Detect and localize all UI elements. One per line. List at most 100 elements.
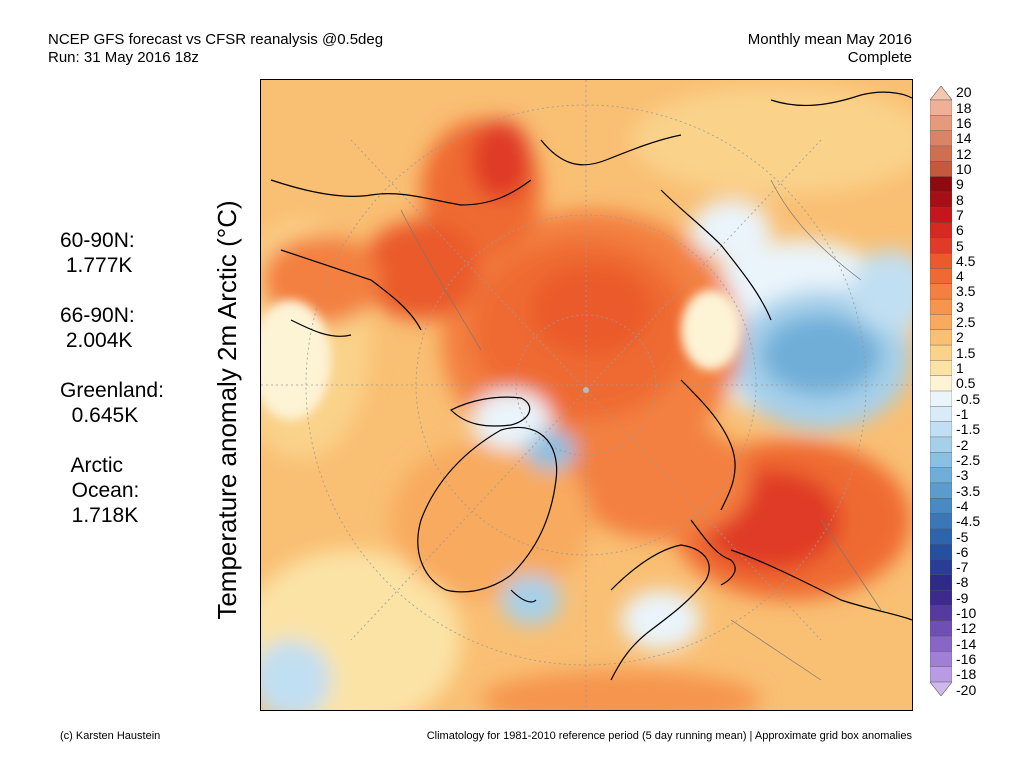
credit: (c) Karsten Haustein xyxy=(60,730,161,742)
colorbar-swatch xyxy=(930,344,952,361)
colorbar-label: 8 xyxy=(956,191,964,208)
colorbar-label: -20 xyxy=(956,681,977,698)
colorbar-label: 1.5 xyxy=(956,344,976,361)
colorbar-label: 0.5 xyxy=(956,375,976,392)
colorbar-label: -4.5 xyxy=(956,513,981,530)
colorbar-swatch xyxy=(930,482,952,499)
colorbar-swatch xyxy=(930,436,952,453)
colorbar-swatch xyxy=(930,360,952,377)
colorbar-label: -3.5 xyxy=(956,482,981,499)
colorbar-swatch xyxy=(930,222,952,239)
colorbar-swatch xyxy=(930,406,952,423)
colorbar-label: 4.5 xyxy=(956,252,976,269)
colorbar-swatch xyxy=(930,375,952,392)
colorbar-swatch xyxy=(930,589,952,606)
colorbar-label: -6 xyxy=(956,543,969,560)
colorbar-swatch xyxy=(930,268,952,285)
colorbar-swatch xyxy=(930,452,952,469)
colorbar-label: 7 xyxy=(956,206,964,223)
colorbar-swatch xyxy=(930,559,952,576)
stat-greenland: Greenland: 0.645K xyxy=(60,379,164,427)
colorbar-swatch xyxy=(930,605,952,622)
colorbar-label: 6 xyxy=(956,222,964,239)
colorbar-swatch xyxy=(930,207,952,224)
colorbar-swatch xyxy=(930,283,952,300)
header-right: Monthly mean May 2016 Complete xyxy=(748,31,912,67)
colorbar-swatch xyxy=(930,421,952,438)
colorbar-swatch xyxy=(930,666,952,683)
colorbar-label: -14 xyxy=(956,635,977,652)
colorbar-swatch xyxy=(930,651,952,668)
colorbar-label: -5 xyxy=(956,528,969,545)
coastlines xyxy=(270,91,912,681)
colorbar-label: -1 xyxy=(956,405,969,422)
colorbar-swatch xyxy=(930,191,952,208)
colorbar-label: 9 xyxy=(956,176,964,193)
colorbar-label: 2 xyxy=(956,329,964,346)
colorbar-swatch xyxy=(930,314,952,331)
colorbar-swatch xyxy=(930,513,952,530)
colorbar-label: -3 xyxy=(956,467,969,484)
colorbar-label: 3.5 xyxy=(956,283,976,300)
colorbar-swatch xyxy=(930,161,952,178)
colorbar-label: -1.5 xyxy=(956,421,981,438)
header-left: NCEP GFS forecast vs CFSR reanalysis @0.… xyxy=(48,31,383,67)
colorbar-label: -12 xyxy=(956,620,977,637)
colorbar-swatch xyxy=(930,115,952,132)
colorbar-label: 14 xyxy=(956,130,972,147)
stat-60-90n: 60-90N: 1.777K xyxy=(60,229,135,277)
colorbar-label: -10 xyxy=(956,605,977,622)
colorbar-swatch xyxy=(930,237,952,254)
colorbar-label: -2 xyxy=(956,436,969,453)
colorbar-swatch xyxy=(930,620,952,637)
colorbar-label: 5 xyxy=(956,237,964,254)
colorbar-swatch xyxy=(930,528,952,545)
stat-66-90n: 66-90N: 2.004K xyxy=(60,304,135,352)
colorbar-label: 12 xyxy=(956,145,972,162)
stat-arctic-ocean: Arctic Ocean: 1.718K xyxy=(60,454,140,527)
colorbar-swatch xyxy=(930,467,952,484)
colorbar-label: 2.5 xyxy=(956,314,976,331)
period-title: Monthly mean May 2016 xyxy=(747,31,912,48)
colorbar-swatch xyxy=(930,130,952,147)
colorbar-top-arrow xyxy=(930,86,952,101)
run-info: Run: 31 May 2016 18z xyxy=(48,49,199,66)
graticule xyxy=(261,80,912,710)
period-status: Complete xyxy=(847,49,912,66)
borders xyxy=(400,179,882,681)
colorbar-label: 3 xyxy=(956,298,964,315)
colorbar-label: 10 xyxy=(956,160,972,177)
colorbar-swatch xyxy=(930,252,952,269)
colorbar-swatch xyxy=(930,635,952,652)
region-stats: 60-90N: 1.777K 66-90N: 2.004K Greenland:… xyxy=(60,228,210,553)
title: NCEP GFS forecast vs CFSR reanalysis @0.… xyxy=(48,31,384,48)
colorbar-label: -18 xyxy=(956,666,977,683)
colorbar-label: -8 xyxy=(956,574,969,591)
colorbar-swatch xyxy=(930,574,952,591)
colorbar-label: 4 xyxy=(956,268,964,285)
y-axis-label: Temperature anomaly 2m Arctic (°C) xyxy=(212,200,242,620)
colorbar-labels: 20 18 16 14 12 10 9 8 7 6 5 4.5 4 3.5 3 2.5 2 1.5 1 0.5 -0.5… xyxy=(956,84,1016,698)
colorbar-label: 1 xyxy=(956,360,964,377)
footer-note: Climatology for 1981-2010 reference peri… xyxy=(426,730,912,742)
colorbar-label: -2.5 xyxy=(956,451,981,468)
colorbar-swatch xyxy=(930,543,952,560)
colorbar-swatch xyxy=(930,390,952,407)
colorbar-label: -9 xyxy=(956,589,969,606)
colorbar-swatch xyxy=(930,498,952,515)
colorbar-label: -7 xyxy=(956,559,969,576)
colorbar xyxy=(930,86,952,696)
anomaly-map-graphic xyxy=(261,80,912,710)
colorbar-swatch xyxy=(930,329,952,346)
colorbar-swatch xyxy=(930,176,952,193)
colorbar-label: -4 xyxy=(956,497,969,514)
colorbar-label: -16 xyxy=(956,651,977,668)
anomaly-map xyxy=(260,79,913,711)
colorbar-label: 20 xyxy=(956,84,972,101)
colorbar-swatch xyxy=(930,298,952,315)
colorbar-swatch xyxy=(930,145,952,162)
colorbar-swatch xyxy=(930,99,952,116)
colorbar-bottom-arrow xyxy=(930,681,952,696)
colorbar-label: 18 xyxy=(956,99,972,116)
pole-marker xyxy=(583,387,589,393)
